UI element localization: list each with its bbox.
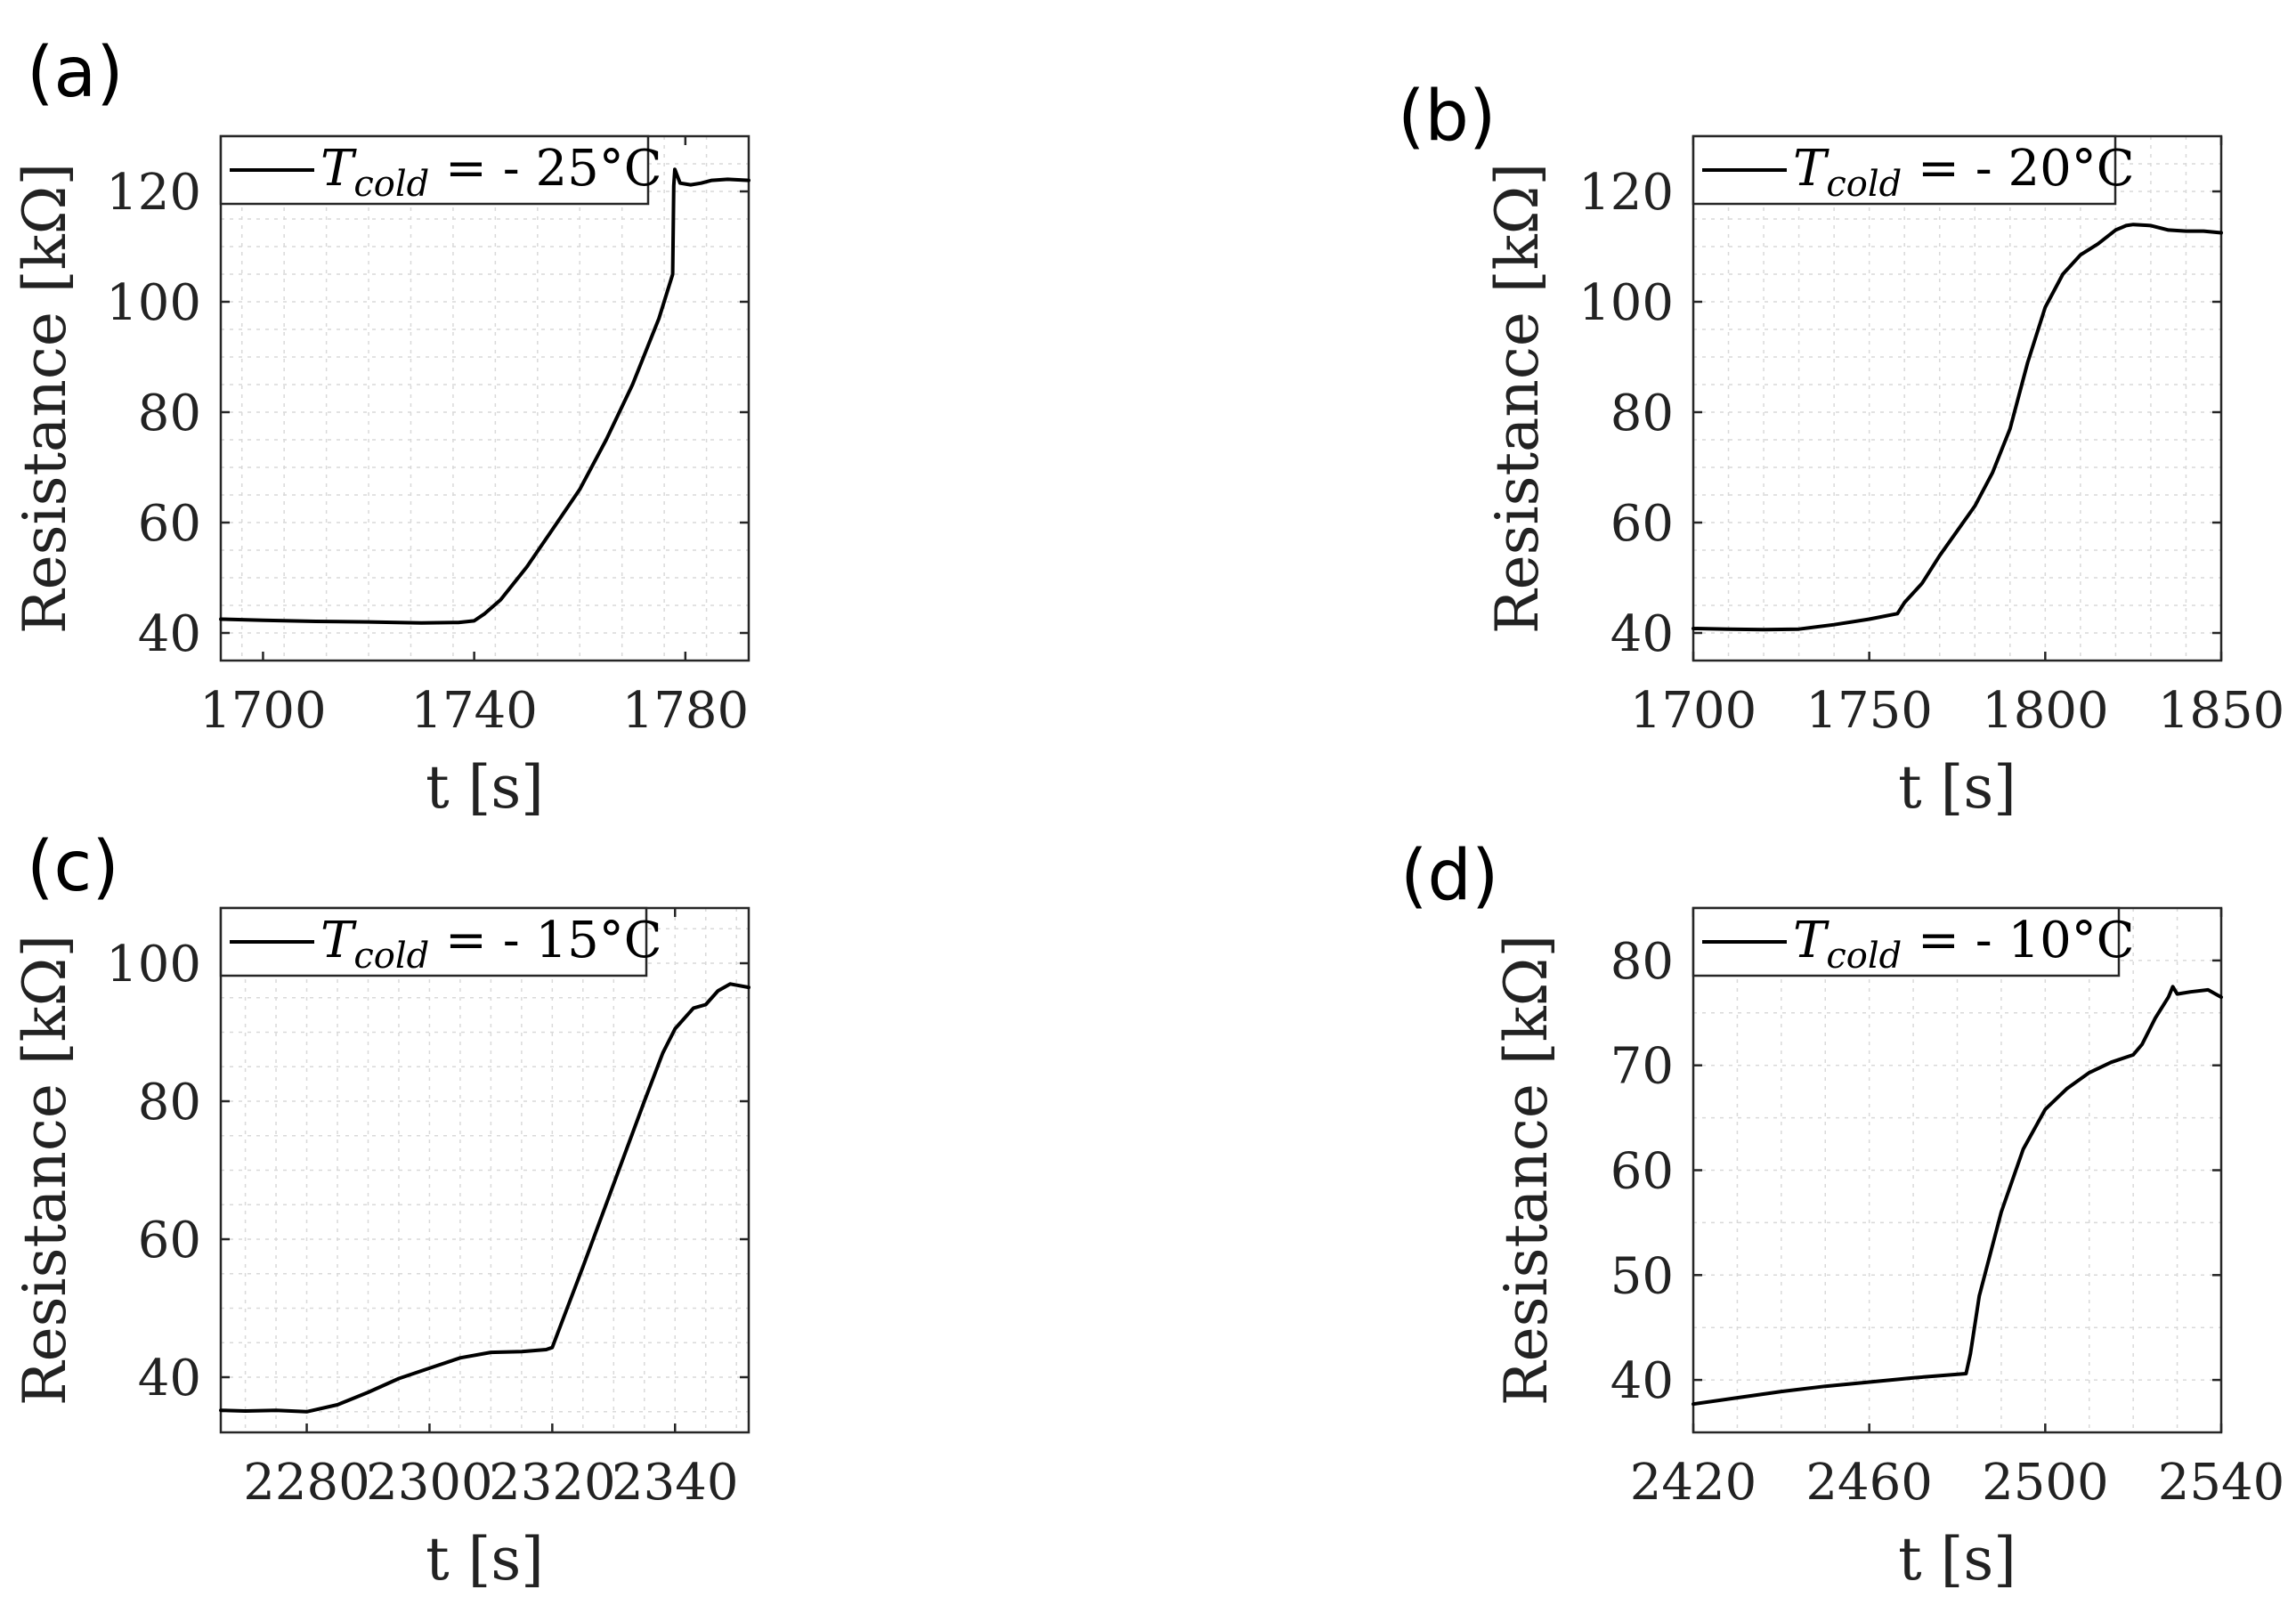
x-axis-label: t [s] xyxy=(1898,753,2016,822)
x-tick-label: 2300 xyxy=(366,1454,493,1512)
y-tick-label: 120 xyxy=(1578,164,1674,222)
legend-subscript: cold xyxy=(353,936,429,977)
legend-value: = - 20°C xyxy=(1902,140,2134,198)
chart-panel-2: (b) 1700 1750 1800 1850 40 60 80 100 120 t [s] Resi… xyxy=(1398,77,2284,822)
y-tick-label: 80 xyxy=(1610,933,1674,991)
y-tick-label: 80 xyxy=(138,385,201,442)
y-tick-label: 60 xyxy=(138,495,201,553)
legend-subscript: cold xyxy=(353,164,429,205)
legend-entry: Tcold = - 15°C xyxy=(320,912,662,977)
plot-frame xyxy=(1692,134,2223,662)
x-tick-label: 2420 xyxy=(1630,1454,1757,1512)
y-tick-label: 100 xyxy=(106,274,201,332)
x-tick-label: 1740 xyxy=(410,682,538,740)
y-axis-label: Resistance [kΩ] xyxy=(1492,935,1561,1406)
grid xyxy=(221,908,749,1432)
y-tick-label: 40 xyxy=(138,1350,201,1407)
x-tick-label: 2500 xyxy=(1982,1454,2109,1512)
legend-value: = - 25°C xyxy=(429,140,661,198)
legend: Tcold = - 20°C xyxy=(1692,134,2135,206)
panel-label: (a) xyxy=(27,33,124,113)
y-tick-label: 40 xyxy=(138,605,201,663)
legend-symbol: T xyxy=(1793,912,1829,969)
legend-value: = - 15°C xyxy=(429,912,661,969)
x-axis-label: t [s] xyxy=(426,1525,544,1594)
x-axis-label: t [s] xyxy=(426,753,544,822)
y-tick-label: 80 xyxy=(1610,385,1674,442)
x-tick-label: 2540 xyxy=(2158,1454,2285,1512)
x-tick-label: 2340 xyxy=(612,1454,739,1512)
y-tick-label: 100 xyxy=(106,936,201,993)
y-axis-label: Resistance [kΩ] xyxy=(1483,163,1552,634)
y-tick-label: 60 xyxy=(1610,1143,1674,1201)
grid xyxy=(221,135,750,661)
y-axis-label: Resistance [kΩ] xyxy=(11,163,79,634)
legend-subscript: cold xyxy=(1826,936,1902,977)
y-tick-label: 40 xyxy=(1610,605,1674,663)
x-tick-label: 2460 xyxy=(1805,1454,1933,1512)
chart-panel-1: (a) 1700 1740 1780 40 60 80 100 120 t [s] Resistan… xyxy=(11,33,750,822)
series-line xyxy=(1692,985,2223,1407)
x-tick-label: 1700 xyxy=(1630,682,1757,740)
x-axis-label: t [s] xyxy=(1898,1525,2016,1594)
y-tick-label: 40 xyxy=(1610,1352,1674,1410)
y-tick-label: 60 xyxy=(1610,495,1674,553)
grid xyxy=(1692,135,2222,661)
x-tick-label: 1780 xyxy=(622,682,750,740)
x-tick-label: 1700 xyxy=(199,682,327,740)
legend-symbol: T xyxy=(1793,140,1829,198)
legend-entry: Tcold = - 20°C xyxy=(1793,140,2135,205)
legend: Tcold = - 25°C xyxy=(219,134,662,206)
y-tick-label: 50 xyxy=(1610,1247,1674,1305)
plot-frame xyxy=(219,134,750,662)
legend: Tcold = - 15°C xyxy=(219,906,662,977)
y-tick-label: 80 xyxy=(138,1074,201,1131)
y-axis-label: Resistance [kΩ] xyxy=(11,935,79,1406)
series-line xyxy=(219,167,750,625)
chart-panel-4: (d) 2420 2460 2500 2540 40 50 60 70 80 t [s] Resist… xyxy=(1400,836,2284,1594)
x-tick-label: 1850 xyxy=(2158,682,2285,740)
y-tick-label: 100 xyxy=(1578,274,1674,332)
series-line xyxy=(1692,223,2223,632)
legend-value: = - 10°C xyxy=(1902,912,2134,969)
legend-subscript: cold xyxy=(1826,164,1902,205)
y-tick-label: 60 xyxy=(138,1212,201,1269)
series-line xyxy=(219,982,750,1414)
panel-label: (b) xyxy=(1398,77,1496,157)
legend-entry: Tcold = - 10°C xyxy=(1793,912,2135,977)
legend-symbol: T xyxy=(320,912,357,969)
grid xyxy=(1692,907,2222,1433)
x-tick-label: 2320 xyxy=(489,1454,616,1512)
x-tick-label: 2280 xyxy=(243,1454,370,1512)
y-tick-label: 70 xyxy=(1610,1038,1674,1096)
x-tick-label: 1750 xyxy=(1805,682,1933,740)
y-tick-label: 120 xyxy=(106,164,201,222)
panel-label: (c) xyxy=(27,827,119,907)
legend-entry: Tcold = - 25°C xyxy=(320,140,662,205)
panel-label: (d) xyxy=(1400,836,1498,916)
legend-symbol: T xyxy=(320,140,357,198)
x-tick-label: 1800 xyxy=(1982,682,2109,740)
legend: Tcold = - 10°C xyxy=(1692,906,2135,977)
